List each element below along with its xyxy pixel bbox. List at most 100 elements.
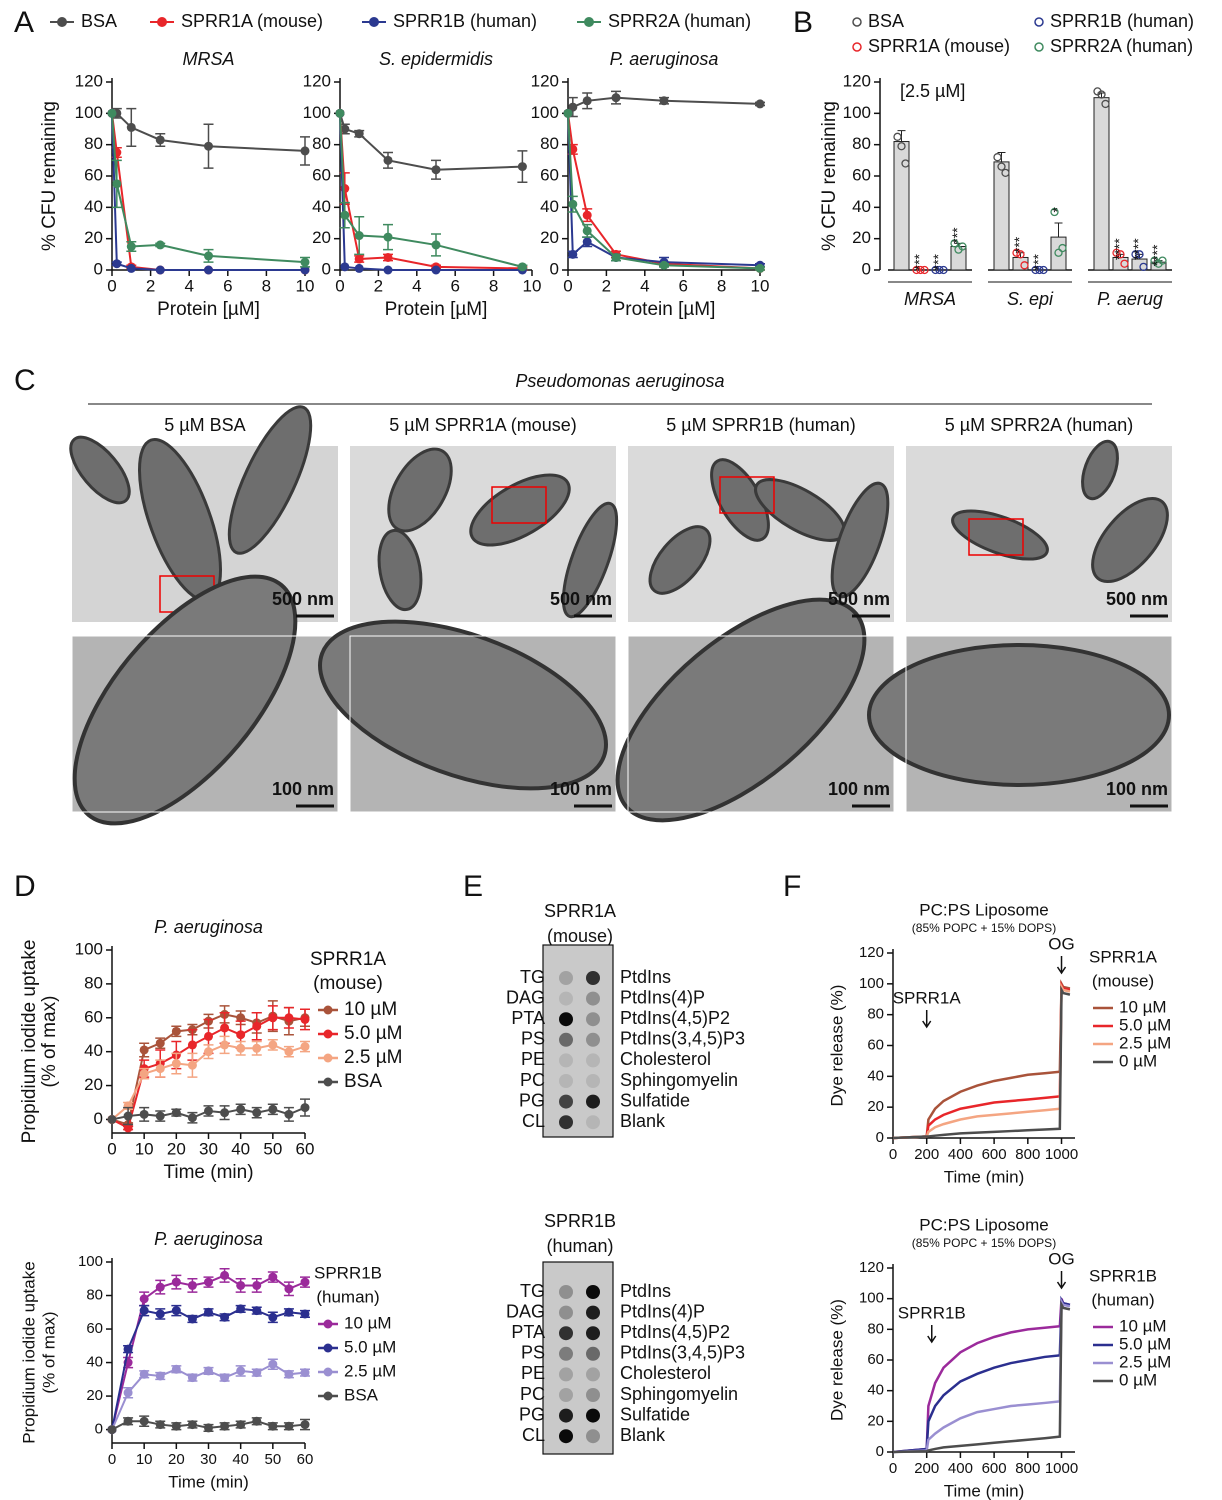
legend-label: SPRR1B (human) [393, 11, 537, 31]
lipid-spot [586, 991, 600, 1006]
x-axis-label: Time (min) [944, 1167, 1025, 1186]
y-tick-label: 80 [84, 973, 103, 992]
chart-title: P. aeruginosa [154, 917, 263, 937]
y-tick-label: 60 [852, 165, 871, 184]
data-point [284, 1109, 294, 1119]
chart-title: PC:PS Liposome [919, 1215, 1048, 1234]
data-point [187, 1420, 197, 1430]
lipid-label: PE [521, 1363, 545, 1383]
y-tick-label: 60 [312, 165, 331, 184]
y-axis-label: Propidium iodide uptake [19, 1261, 38, 1443]
scale-bar-label: 100 nm [1106, 779, 1168, 799]
lipid-label: PS [521, 1029, 545, 1049]
y-tick-label: 20 [84, 228, 103, 247]
replicate-point [901, 159, 910, 168]
y-tick-label: 0 [862, 259, 871, 278]
data-point [123, 1344, 133, 1354]
lipid-spot [586, 971, 600, 985]
bacterium [830, 481, 890, 599]
data-point [300, 265, 310, 275]
data-point [126, 263, 136, 273]
data-point [300, 257, 310, 267]
y-tick-label: 40 [84, 197, 103, 216]
bacterium [469, 473, 571, 547]
x-tick-label: 6 [223, 276, 232, 295]
data-point [611, 93, 621, 103]
data-point [204, 265, 213, 275]
lipid-label: Cholesterol [620, 1363, 711, 1383]
bacterium [377, 528, 423, 612]
replicate-point [1001, 168, 1010, 178]
lipid-spot [559, 1032, 573, 1047]
x-axis-label: Protein [µM] [613, 299, 716, 320]
data-point [252, 1368, 262, 1378]
data-point [284, 1284, 294, 1294]
data-point [139, 1069, 149, 1079]
annotation: [2.5 µM] [900, 81, 965, 101]
data-point [236, 1420, 246, 1430]
x-tick-label: 1000 [1045, 1460, 1078, 1477]
data-point [155, 265, 165, 275]
data-point [123, 1416, 133, 1426]
x-axis-label: Protein [µM] [385, 299, 488, 320]
x-tick-label: 10 [135, 1139, 154, 1158]
data-point [220, 1108, 230, 1118]
annotation-arrow [1056, 1271, 1067, 1290]
series-line [567, 113, 761, 267]
lipid-label: CL [522, 1111, 545, 1131]
x-tick-label: 40 [231, 1139, 250, 1158]
series-line [339, 113, 523, 270]
data-point [300, 1420, 310, 1430]
data-point [220, 1373, 230, 1383]
micrograph-zoom-edge [71, 635, 339, 813]
data-point [354, 129, 364, 139]
y-axis-label: (% of max) [39, 996, 60, 1088]
y-tick-label: 80 [86, 1286, 103, 1303]
lipid-spot [586, 1285, 600, 1299]
y-tick-label: 100 [78, 1253, 103, 1270]
x-tick-label: 600 [982, 1146, 1007, 1163]
legend-label: 0 µM [1119, 1051, 1157, 1070]
data-point [171, 1108, 181, 1118]
lipid-label: PtdIns(3,4,5)P3 [620, 1029, 745, 1049]
lipid-label: PtdIns(4)P [620, 1301, 705, 1321]
y-tick-label: 120 [859, 944, 884, 961]
strip-title: SPRR1A [544, 901, 616, 921]
data-point [139, 1045, 149, 1055]
y-tick-label: 40 [312, 197, 331, 216]
y-tick-label: 120 [75, 71, 103, 90]
data-point [582, 210, 592, 220]
significance: **** [1149, 244, 1165, 266]
y-tick-label: 0 [94, 259, 103, 278]
y-axis-label: Dye release (%) [827, 985, 846, 1107]
data-point [340, 210, 350, 220]
bacterium-zoom [318, 619, 608, 791]
lipid-strip [542, 1261, 614, 1455]
bacterium-zoom [867, 643, 1171, 787]
chart-title: P. aeruginosa [610, 49, 719, 69]
data-point [139, 1369, 149, 1379]
lipid-label: PtdIns(4,5)P2 [620, 1322, 730, 1342]
data-point [383, 155, 393, 165]
data-point [187, 1314, 197, 1324]
legend-label: 5.0 µM [344, 1023, 402, 1044]
y-tick-label: 20 [867, 1098, 884, 1115]
legend-marker [323, 1391, 333, 1401]
replicate-point [931, 265, 940, 275]
data-point [659, 96, 669, 106]
series-line [567, 113, 761, 270]
y-tick-label: 40 [867, 1067, 884, 1084]
data-point [139, 1416, 149, 1426]
data-point [107, 108, 117, 118]
legend-label: 10 µM [1119, 997, 1167, 1016]
data-point [155, 240, 165, 250]
x-tick-label: 400 [948, 1460, 973, 1477]
lipid-label: PG [519, 1090, 545, 1110]
data-point [126, 122, 136, 132]
legend-marker [1034, 42, 1044, 52]
series-line [111, 113, 306, 264]
lipid-spot [559, 1012, 573, 1027]
legend-label: BSA [344, 1071, 382, 1092]
replicate-point [1035, 265, 1044, 275]
lipid-spot [559, 1305, 573, 1320]
